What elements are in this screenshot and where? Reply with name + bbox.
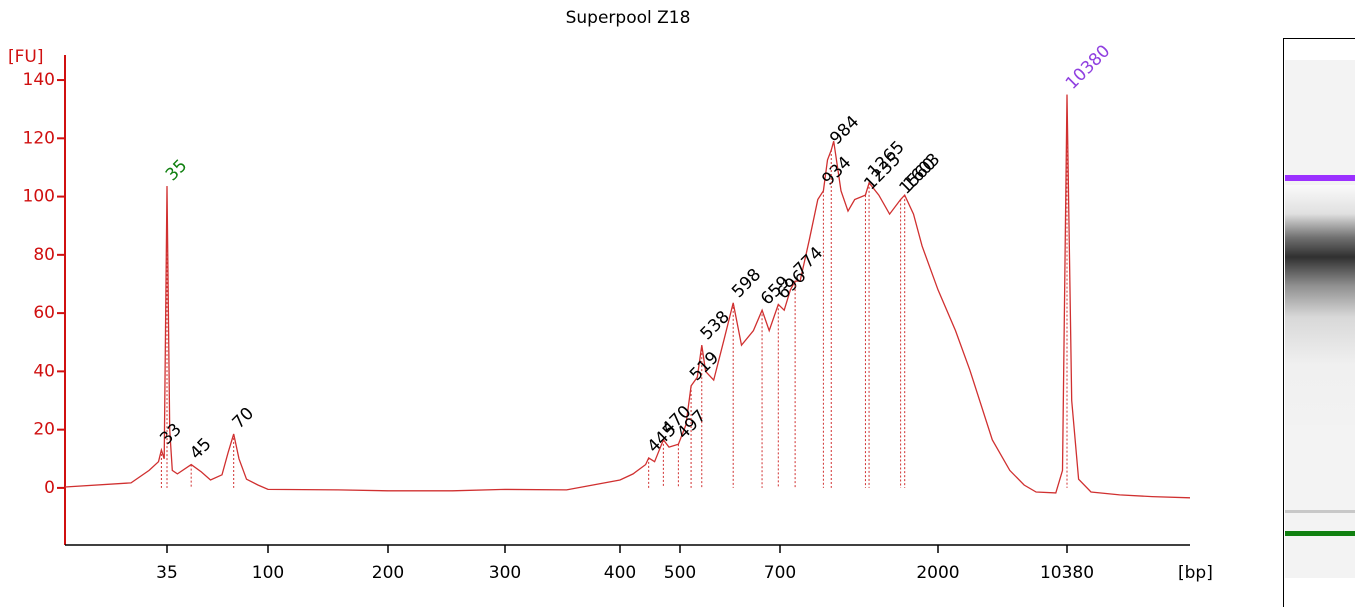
y-tick-label: 140 — [23, 70, 55, 90]
y-tick-label: 80 — [33, 245, 55, 265]
peak-label: 35 — [162, 156, 191, 185]
x-tick-label: 500 — [664, 563, 696, 583]
peak-label: 70 — [229, 404, 258, 433]
peak-label: 1603 — [900, 149, 945, 194]
y-tick-label: 20 — [33, 420, 55, 440]
y-tick-label: 40 — [33, 361, 55, 381]
y-tick-label: 0 — [44, 478, 55, 498]
y-axis-label: [FU] — [8, 47, 44, 67]
y-tick-label: 60 — [33, 303, 55, 323]
x-tick-label: 200 — [372, 563, 404, 583]
peak-label: 45 — [186, 434, 215, 463]
peak-label: 33 — [156, 420, 185, 449]
peak-label: 519 — [686, 348, 723, 385]
gel-smear — [1285, 185, 1355, 425]
y-tick-label: 100 — [23, 187, 55, 207]
x-tick-label: 100 — [252, 563, 284, 583]
x-axis-label: [bp] — [1178, 563, 1213, 583]
x-tick-label: 700 — [764, 563, 796, 583]
y-tick-label: 120 — [23, 128, 55, 148]
x-tick-label: 400 — [604, 563, 636, 583]
peak-label: 984 — [826, 112, 863, 149]
trace — [64, 94, 1191, 499]
peak-label: 538 — [697, 307, 734, 344]
x-tick-label: 2000 — [916, 563, 959, 583]
x-tick-label: 35 — [156, 563, 178, 583]
upper-marker-band — [1285, 175, 1355, 181]
chart-title: Superpool Z18 — [566, 8, 691, 28]
lower-marker-band — [1285, 531, 1355, 536]
gel-band — [1285, 510, 1355, 513]
x-tick-label: 10380 — [1040, 563, 1094, 583]
gel-lane — [1283, 38, 1355, 607]
x-tick-label: 300 — [489, 563, 521, 583]
peak-label: 10380 — [1062, 41, 1114, 93]
